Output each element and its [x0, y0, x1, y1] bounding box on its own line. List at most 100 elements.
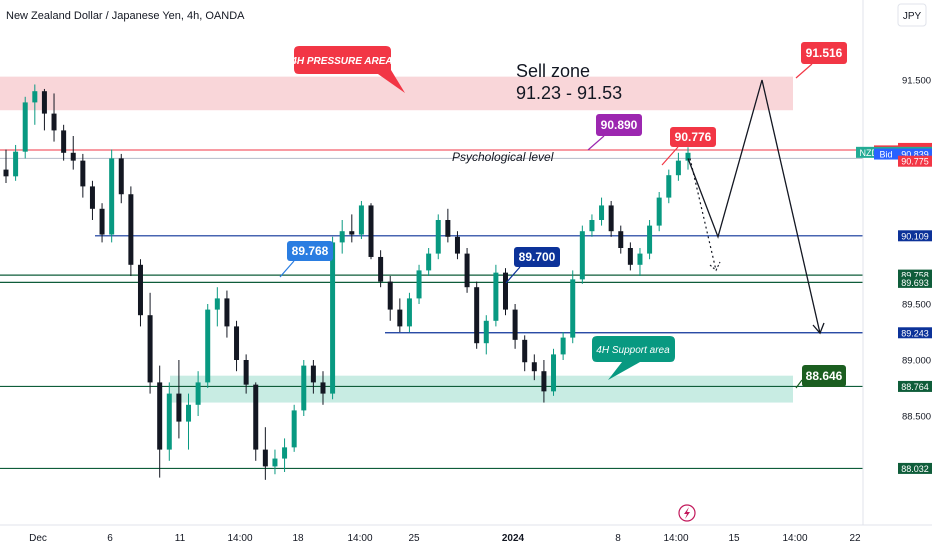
candle	[531, 354, 537, 381]
candle	[310, 360, 316, 394]
candle	[291, 404, 297, 452]
candle	[579, 225, 585, 284]
candle	[599, 197, 605, 226]
price-tag-90.775: 90.775	[898, 155, 932, 167]
callout-91516[interactable]: 91.516	[795, 42, 847, 79]
candle	[368, 203, 374, 260]
candle	[234, 320, 240, 372]
zone-1	[170, 375, 793, 403]
candle	[647, 220, 653, 260]
x-tick: 18	[292, 533, 304, 544]
svg-text:Bid: Bid	[879, 150, 892, 160]
candle	[656, 192, 662, 232]
candle	[675, 152, 681, 181]
x-tick: Dec	[29, 533, 47, 544]
y-tick: 89.500	[902, 300, 931, 311]
x-tick: 14:00	[347, 533, 372, 544]
candle	[416, 264, 422, 304]
candle	[186, 393, 192, 450]
x-tick: 14:00	[663, 533, 688, 544]
candle	[166, 382, 172, 461]
y-tick: 91.500	[902, 76, 931, 87]
candle	[51, 93, 57, 142]
x-tick: 14:00	[227, 533, 252, 544]
candle	[618, 225, 624, 254]
psychological-level-label: Psychological level	[452, 150, 554, 164]
callout-89700-text: 89.700	[519, 250, 556, 264]
chart-title: New Zealand Dollar / Japanese Yen, 4h, O…	[6, 10, 245, 22]
candle	[483, 315, 489, 355]
candle	[560, 332, 566, 360]
candle	[301, 360, 307, 416]
candle	[666, 169, 672, 204]
candle	[253, 382, 259, 461]
callout-90890-text: 90.890	[601, 118, 638, 132]
candle	[551, 348, 557, 396]
callout-90776-text: 90.776	[675, 130, 712, 144]
x-tick: 14:00	[782, 533, 807, 544]
candle	[118, 153, 124, 204]
candle	[541, 360, 547, 403]
price-axis[interactable]: 91.50089.50089.00088.50090.889Ask90.867N…	[856, 0, 932, 525]
time-axis[interactable]: Dec 6 11 14:00 18 14:00 25 2024 8 14:00 15 14:00 22	[0, 524, 932, 544]
price-tag-90.839: Bid 90.839	[874, 148, 932, 160]
price-tag-89.693: 89.693	[898, 276, 932, 288]
candle	[89, 180, 95, 220]
alt-projection	[689, 158, 717, 271]
candle	[243, 354, 249, 394]
candle	[522, 335, 528, 372]
svg-text:90.839: 90.839	[901, 150, 929, 160]
candle	[128, 186, 134, 276]
candle	[474, 281, 480, 349]
candles-layer	[3, 84, 691, 480]
price-tag-90.109: 90.109	[898, 230, 932, 242]
x-tick: 2024	[502, 533, 525, 544]
candle	[32, 84, 38, 125]
projection-arrowhead	[812, 322, 825, 335]
callout-89768-text: 89.768	[292, 244, 329, 258]
candle	[406, 292, 412, 332]
candle	[349, 214, 355, 243]
support-area-label: 4H Support area	[596, 345, 670, 356]
callout-90890[interactable]: 90.890	[587, 114, 642, 151]
candle	[61, 124, 67, 161]
candle	[41, 88, 47, 131]
candle	[627, 242, 633, 271]
callout-89768[interactable]: 89.768	[279, 241, 333, 278]
candle	[157, 365, 163, 478]
candle	[502, 268, 508, 316]
y-tick: 88.500	[902, 412, 931, 423]
sell-zone-range: 91.23 - 91.53	[516, 83, 622, 103]
candle	[224, 290, 230, 338]
callout-88646[interactable]: 88.646	[795, 365, 846, 389]
candle	[464, 248, 470, 293]
y-tick: 89.000	[902, 356, 931, 367]
callout-88646-text: 88.646	[806, 369, 843, 383]
sell-zone-label: Sell zone	[516, 61, 590, 81]
candle	[195, 371, 201, 416]
price-tag-88.032: 88.032	[898, 462, 932, 474]
svg-text:88.032: 88.032	[901, 464, 929, 474]
candle	[205, 304, 211, 388]
candle	[320, 371, 326, 405]
callout-90776[interactable]: 90.776	[661, 127, 716, 166]
candle	[387, 276, 393, 321]
candle	[608, 200, 614, 237]
pressure-area-callout[interactable]: 4H PRESSURE AREA	[290, 46, 405, 93]
callout-89700[interactable]: 89.700	[505, 247, 560, 284]
currency-button[interactable]: JPY	[897, 3, 927, 27]
svg-text:89.758: 89.758	[901, 271, 929, 281]
candle	[454, 231, 460, 260]
x-tick: 6	[107, 533, 113, 544]
support-area-callout[interactable]: 4H Support area	[592, 336, 675, 380]
flash-icon[interactable]	[678, 504, 696, 522]
candle	[512, 304, 518, 349]
price-lines-layer	[0, 149, 863, 470]
candle	[282, 438, 288, 472]
x-tick: 8	[615, 533, 621, 544]
candle	[445, 208, 451, 243]
candle	[570, 270, 576, 344]
candle	[378, 250, 384, 288]
